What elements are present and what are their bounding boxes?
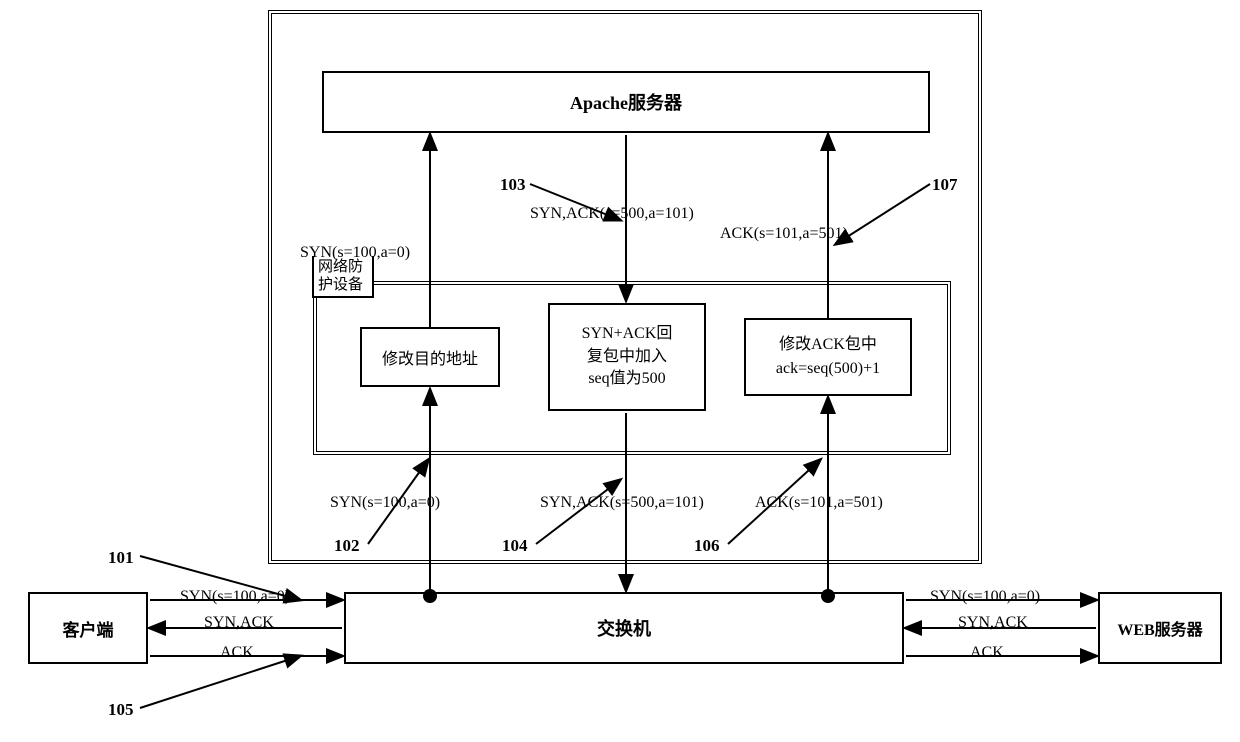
client-label: 客户端 <box>63 616 114 641</box>
label-104b: SYN,ACK(s=500,a=101) <box>540 494 704 512</box>
box-synack-l3: seq值为500 <box>588 370 665 387</box>
web-box: WEB服务器 <box>1098 592 1222 664</box>
ref-105: 105 <box>108 700 134 720</box>
box-synack-l2: 复包中加入 <box>587 348 667 365</box>
box-ack-l2: ack=seq(500)+1 <box>776 360 880 377</box>
switch-box: 交换机 <box>344 592 904 664</box>
ref-101: 101 <box>108 548 134 568</box>
web-label: WEB服务器 <box>1117 616 1202 640</box>
box-ack: 修改ACK包中 ack=seq(500)+1 <box>744 318 912 396</box>
ref-106: 106 <box>694 536 720 556</box>
device-label-line2: 护设备 <box>318 277 363 293</box>
switch-label: 交换机 <box>597 615 651 641</box>
label-w2: SYN,ACK <box>958 614 1028 632</box>
box-modify-dest: 修改目的地址 <box>360 327 500 387</box>
client-box: 客户端 <box>28 592 148 664</box>
box-synack-l1: SYN+ACK回 <box>582 325 673 342</box>
box-ack-l1: 修改ACK包中 <box>779 336 877 353</box>
label-102: SYN(s=100,a=0) <box>300 244 410 262</box>
box-synack: SYN+ACK回 复包中加入 seq值为500 <box>548 303 706 411</box>
device-label-tab: 网络防 护设备 <box>312 256 374 298</box>
label-103: SYN,ACK(s=500,a=101) <box>530 205 694 223</box>
label-c3: ACK <box>220 644 254 662</box>
apache-label: Apache服务器 <box>570 89 682 115</box>
label-104a: SYN(s=100,a=0) <box>330 494 440 512</box>
ref-102: 102 <box>334 536 360 556</box>
label-106: ACK(s=101,a=501) <box>755 494 883 512</box>
label-c2: SYN,ACK <box>204 614 274 632</box>
label-w1: SYN(s=100,a=0) <box>930 588 1040 606</box>
label-c1: SYN(s=100,a=0) <box>180 588 290 606</box>
ref-107: 107 <box>932 175 958 195</box>
ref-104: 104 <box>502 536 528 556</box>
label-107: ACK(s=101,a=501) <box>720 225 848 243</box>
label-w3: ACK <box>970 644 1004 662</box>
ref-103: 103 <box>500 175 526 195</box>
apache-box: Apache服务器 <box>322 71 930 133</box>
box-modify-dest-text: 修改目的地址 <box>382 345 478 369</box>
